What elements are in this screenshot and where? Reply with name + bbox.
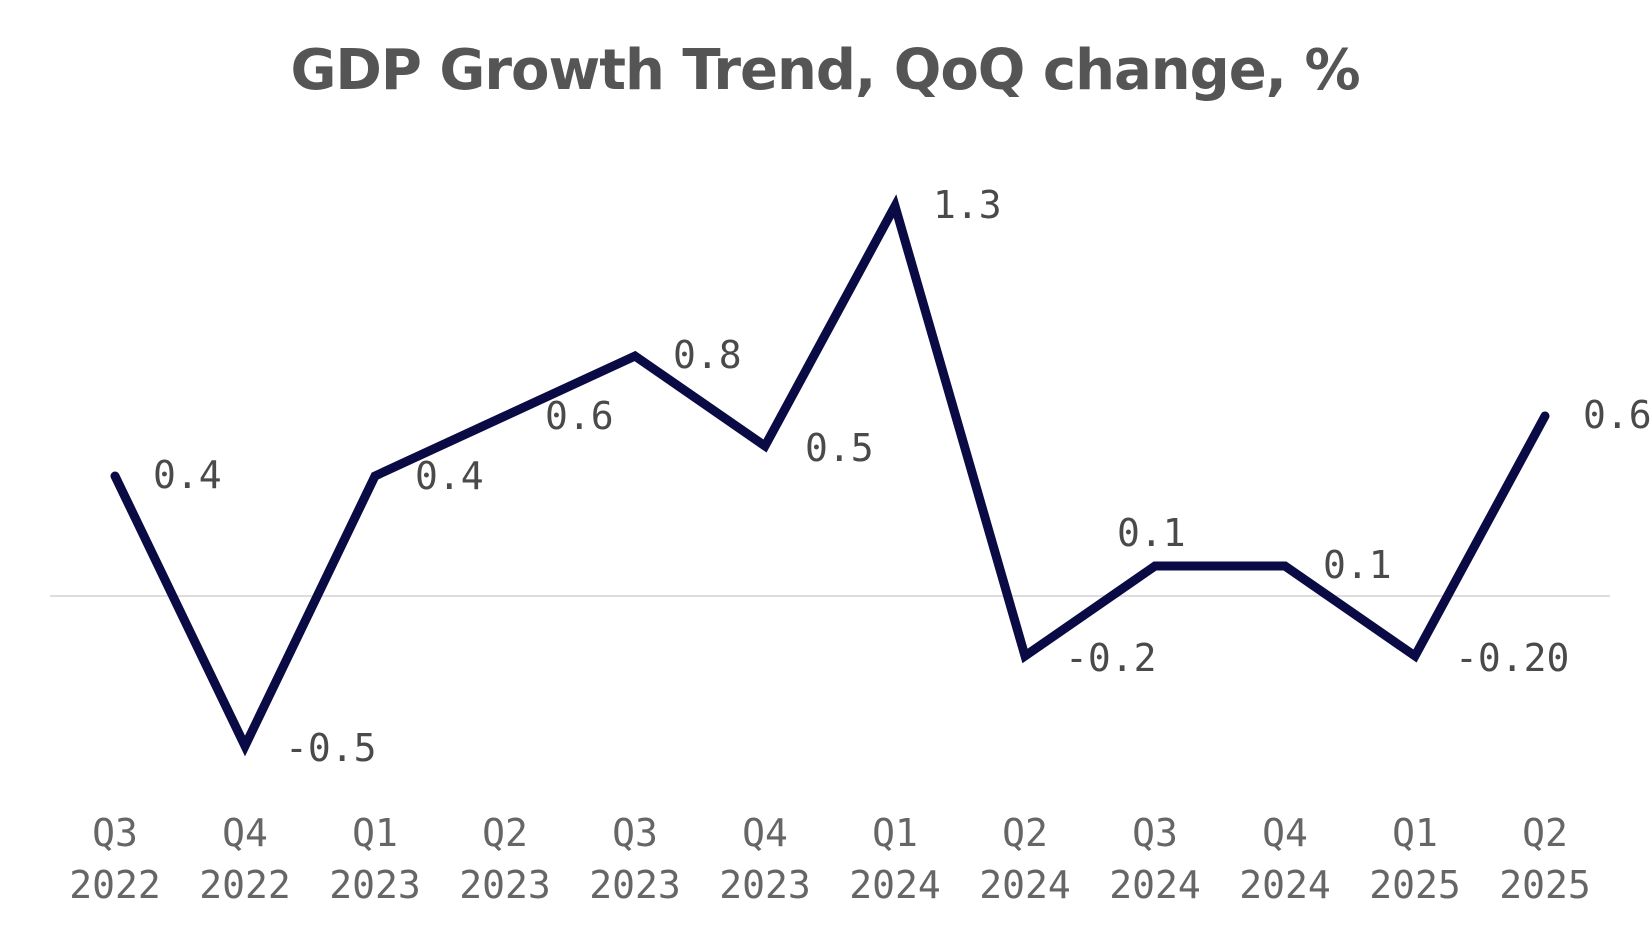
x-tick-label: 2024 (1239, 863, 1331, 907)
data-label: 0.4 (153, 453, 222, 497)
data-label: -0.20 (1455, 636, 1569, 680)
data-label: 0.8 (673, 333, 742, 377)
x-tick-label: Q4 (742, 811, 788, 855)
data-label: 1.3 (933, 183, 1002, 227)
x-tick-label: Q1 (872, 811, 918, 855)
x-tick-label: 2023 (719, 863, 811, 907)
x-tick-label: 2025 (1369, 863, 1461, 907)
series-line (110, 194, 1550, 757)
x-tick-label: Q4 (222, 811, 268, 855)
data-label: 0.4 (415, 454, 484, 498)
x-tick-label: Q1 (352, 811, 398, 855)
x-tick-label: Q2 (1002, 811, 1048, 855)
x-tick-label: 2022 (69, 863, 161, 907)
x-tick-label: 2024 (979, 863, 1071, 907)
x-tick-label: 2023 (589, 863, 681, 907)
data-label: -0.2 (1065, 636, 1157, 680)
data-label: 0.1 (1117, 511, 1186, 555)
chart-title: GDP Growth Trend, QoQ change, % (290, 38, 1360, 103)
x-tick-label: Q1 (1392, 811, 1438, 855)
x-tick-label: 2024 (1109, 863, 1201, 907)
x-tick-label: Q4 (1262, 811, 1308, 855)
x-tick-label: 2024 (849, 863, 941, 907)
x-tick-label: 2022 (199, 863, 291, 907)
x-tick-label: 2023 (459, 863, 551, 907)
x-tick-label: 2025 (1499, 863, 1591, 907)
data-label: 0.1 (1323, 543, 1392, 587)
data-label: 0.6 (1583, 393, 1650, 437)
data-label: 0.5 (805, 426, 874, 470)
x-tick-label: Q2 (482, 811, 528, 855)
x-tick-label: 2023 (329, 863, 421, 907)
x-tick-label: Q3 (612, 811, 658, 855)
x-tick-label: Q3 (92, 811, 138, 855)
x-tick-label: Q2 (1522, 811, 1568, 855)
x-tick-label: Q3 (1132, 811, 1178, 855)
data-label: 0.6 (545, 394, 614, 438)
data-label: -0.5 (285, 726, 377, 770)
